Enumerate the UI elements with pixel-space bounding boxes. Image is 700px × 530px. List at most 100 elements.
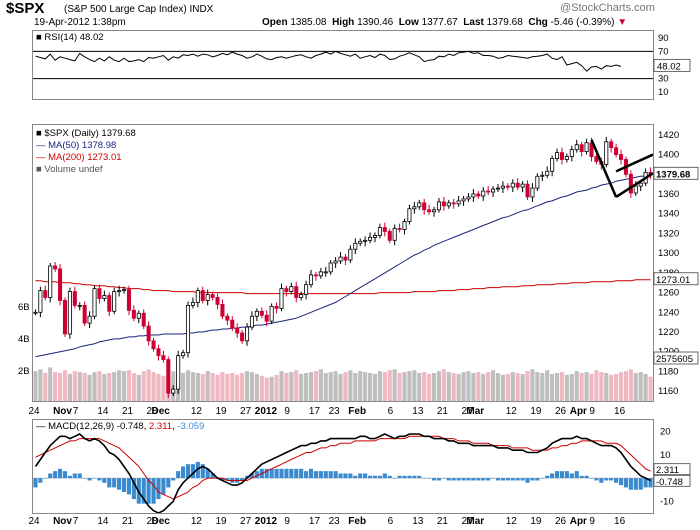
volume-bar bbox=[510, 372, 515, 401]
macd-histogram-bar bbox=[589, 478, 594, 479]
x-axis-label: 12 bbox=[191, 516, 203, 527]
macd-histogram-bar bbox=[594, 478, 599, 481]
volume-bar bbox=[151, 372, 156, 401]
macd-histogram-bar bbox=[244, 475, 250, 479]
candle-body bbox=[328, 262, 333, 273]
legend-volume-text: Volume undef bbox=[44, 164, 103, 175]
macd-histogram-bar bbox=[62, 471, 68, 479]
x-axis-label: 28 bbox=[147, 516, 159, 527]
x-axis-label: 17 bbox=[309, 406, 321, 417]
macd-histogram-bar bbox=[107, 478, 112, 488]
macd-histogram-bar bbox=[151, 478, 156, 504]
x-axis-label: 19 bbox=[215, 406, 227, 417]
volume-bar bbox=[181, 373, 186, 401]
candle-body bbox=[87, 315, 92, 324]
macd-histogram-bar bbox=[466, 478, 471, 481]
x-axis-label: Apr bbox=[570, 516, 587, 527]
x-axis-label: 12 bbox=[506, 406, 518, 417]
macd-histogram-bar bbox=[495, 478, 501, 481]
volume-bar bbox=[358, 371, 363, 401]
volume-bar bbox=[412, 370, 417, 401]
volume-bar bbox=[554, 373, 560, 401]
volume-bar bbox=[481, 373, 486, 401]
x-axis-label: 28 bbox=[147, 406, 159, 417]
macd-histogram-bar bbox=[515, 478, 520, 481]
volume-bar bbox=[422, 372, 427, 401]
macd-histogram-bar bbox=[535, 478, 540, 481]
macd-histogram-bar bbox=[358, 473, 363, 479]
volume-bar bbox=[372, 373, 378, 401]
candle-body bbox=[466, 196, 471, 200]
volume-bar bbox=[328, 372, 333, 401]
macd-histogram-bar bbox=[648, 478, 653, 488]
candle-body bbox=[279, 288, 284, 309]
candle-body bbox=[491, 188, 496, 193]
candle-body bbox=[259, 310, 264, 316]
macd-histogram-bar bbox=[564, 471, 569, 479]
candle-body bbox=[82, 304, 87, 324]
volume-bar bbox=[304, 373, 309, 401]
candle-body bbox=[43, 290, 48, 298]
candle-body bbox=[569, 149, 574, 157]
volume-bar bbox=[456, 373, 461, 401]
macd-histogram-bar bbox=[328, 471, 333, 479]
candle-body bbox=[441, 201, 446, 207]
macd-signal-tag-box bbox=[653, 463, 691, 476]
macd-histogram-bar bbox=[318, 471, 323, 479]
candle-body bbox=[495, 187, 501, 190]
candle-body bbox=[215, 297, 220, 305]
candle-body bbox=[368, 236, 373, 241]
volume-bar bbox=[648, 376, 653, 401]
candle-body bbox=[156, 348, 161, 357]
rsi-ytick: 30 bbox=[658, 74, 669, 85]
candle-body bbox=[136, 312, 141, 319]
volume-bar bbox=[230, 373, 235, 401]
volume-bar bbox=[126, 370, 132, 401]
candle-body bbox=[604, 141, 609, 165]
volume-bar bbox=[436, 371, 442, 401]
x-axis-label: 13 bbox=[412, 406, 424, 417]
volume-bar bbox=[461, 372, 466, 401]
volume-bar bbox=[520, 373, 525, 401]
volume-bar bbox=[156, 373, 161, 401]
macd-histogram-bar bbox=[97, 478, 102, 481]
low-value: 1377.67 bbox=[421, 17, 458, 28]
last-label: Last bbox=[463, 17, 484, 28]
candle-body bbox=[614, 147, 619, 155]
macd-histogram-bar bbox=[308, 468, 314, 479]
price-ytick: 1300 bbox=[658, 248, 679, 259]
macd-histogram-bar bbox=[121, 478, 127, 493]
volume-bar bbox=[491, 370, 496, 401]
volume-bar bbox=[215, 374, 220, 401]
candle-body bbox=[574, 144, 579, 151]
x-axis-label: 7 bbox=[73, 516, 79, 527]
macd-histogram-bar bbox=[618, 478, 624, 486]
macd-histogram-bar bbox=[294, 468, 299, 479]
macd-histogram-bar bbox=[431, 478, 437, 481]
macd-histogram-bar bbox=[446, 478, 451, 481]
legend-volume: ■ Volume undef bbox=[36, 164, 103, 175]
macd-histogram-bar bbox=[530, 478, 535, 481]
macd-histogram-bar bbox=[382, 473, 387, 479]
volume-ytick: 6B bbox=[18, 302, 30, 313]
price-ytick: 1160 bbox=[658, 386, 678, 397]
macd-histogram-bar bbox=[323, 471, 328, 479]
macd-histogram-bar bbox=[476, 478, 481, 481]
x-axis-label: 14 bbox=[97, 406, 109, 417]
high-value: 1390.46 bbox=[357, 17, 394, 28]
candle-body bbox=[417, 202, 422, 208]
candle-body bbox=[446, 202, 451, 207]
volume-bar bbox=[569, 373, 574, 401]
x-axis-label: 2012 bbox=[255, 406, 278, 417]
candle-body bbox=[500, 185, 505, 189]
candle-body bbox=[289, 286, 294, 292]
macd-histogram-bar bbox=[48, 473, 53, 479]
legend-ma50-text: MA(50) 1378.98 bbox=[48, 140, 117, 151]
macd-histogram-bar bbox=[387, 475, 392, 479]
macd-histogram-bar bbox=[299, 468, 304, 479]
legend-ma50: — MA(50) 1378.98 bbox=[36, 140, 117, 151]
candle-body bbox=[38, 290, 43, 313]
rsi-legend: ■ RSI(14) 48.02 bbox=[36, 32, 104, 43]
candle-body bbox=[564, 156, 569, 160]
macd-histogram-bar bbox=[338, 473, 343, 479]
